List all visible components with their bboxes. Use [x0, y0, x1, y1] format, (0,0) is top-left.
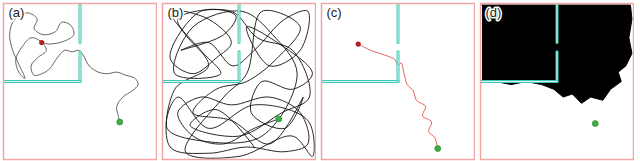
- svg-text:(d): (d): [486, 5, 502, 20]
- svg-text:(a): (a): [9, 5, 25, 20]
- svg-text:(b): (b): [168, 5, 184, 20]
- svg-text:(c): (c): [327, 5, 342, 20]
